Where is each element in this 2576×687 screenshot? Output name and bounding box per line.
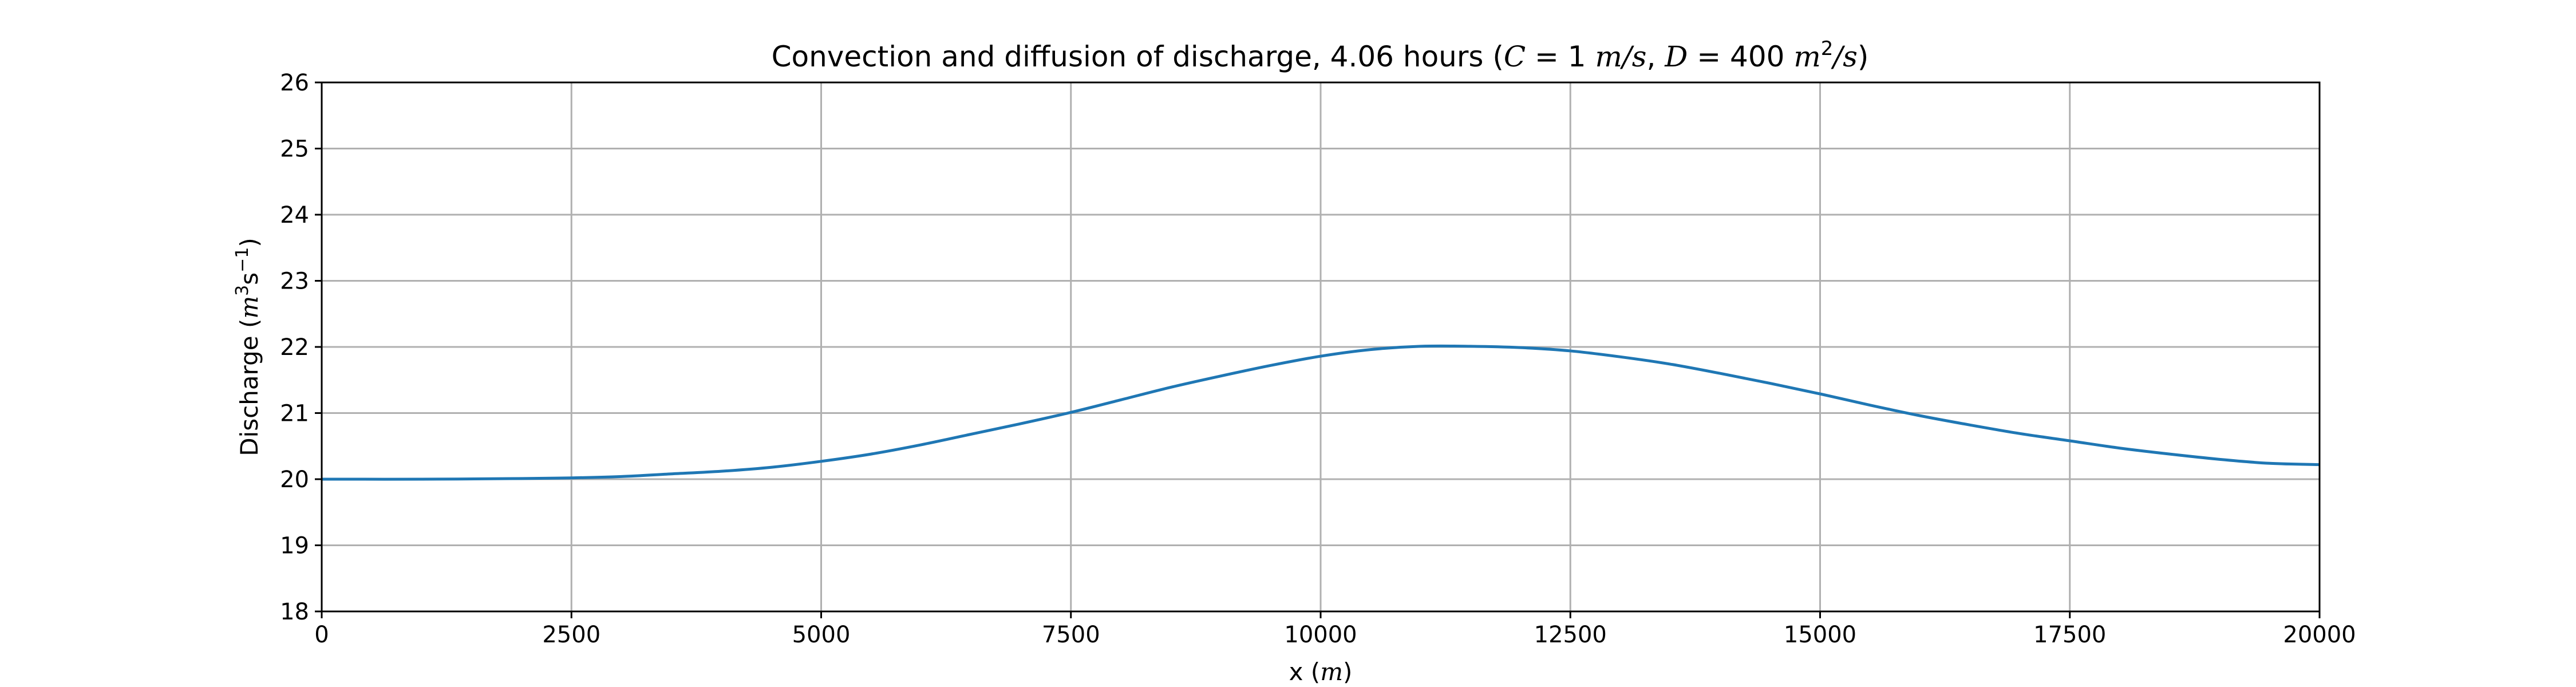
y-tick-label: 25: [280, 136, 309, 163]
plot-frame: [321, 81, 2321, 613]
x-axis-label: x (m): [1289, 658, 1353, 686]
x-tick-label: 12500: [1534, 622, 1607, 648]
x-tick-label: 2500: [542, 622, 600, 648]
axis-ticks: 0 2500 5000 7500 10000 12500 15000 17500 20000 18…: [280, 70, 2356, 648]
y-tick-label: 22: [280, 334, 309, 361]
y-tick-label: 26: [280, 70, 309, 96]
y-tick-label: 18: [280, 599, 309, 625]
chart-title: Convection and diffusion of discharge, 4…: [772, 37, 1869, 73]
x-tick-label: 7500: [1042, 622, 1100, 648]
y-axis-label: Discharge (m3s−1): [232, 238, 264, 456]
x-tick-label: 17500: [2033, 622, 2106, 648]
data-series: [321, 344, 2320, 481]
y-tick-label: 24: [280, 202, 309, 228]
x-tick-label: 5000: [792, 622, 851, 648]
y-tick-label: 23: [280, 269, 309, 295]
x-tick-label: 0: [314, 622, 329, 648]
y-tick-label: 21: [280, 401, 309, 427]
discharge-series-line: [321, 344, 2320, 481]
x-tick-label: 10000: [1284, 622, 1357, 648]
y-tick-label: 20: [280, 467, 309, 493]
x-tick-label: 20000: [2283, 622, 2356, 648]
x-tick-label: 15000: [1784, 622, 1856, 648]
y-tick-label: 19: [280, 533, 309, 559]
